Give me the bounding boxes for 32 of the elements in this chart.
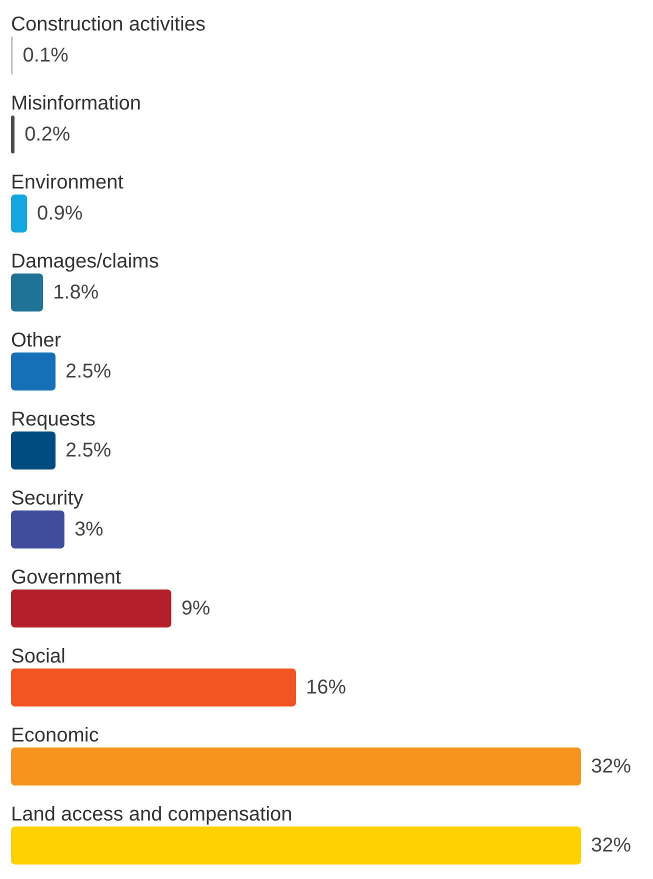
y-tick-label: Requests <box>11 408 96 430</box>
data-label: 16% <box>306 676 346 698</box>
bar <box>11 748 581 786</box>
bar <box>11 668 296 706</box>
data-label: 3% <box>74 518 104 540</box>
y-tick-label: Other <box>11 330 62 352</box>
data-label: 2.5% <box>66 360 112 382</box>
data-label: 32% <box>591 756 632 778</box>
y-tick-label: Construction activities <box>11 14 206 36</box>
bar <box>11 590 172 628</box>
bar <box>11 432 56 470</box>
bar <box>11 352 56 390</box>
data-label: 0.9% <box>37 202 83 224</box>
y-tick-label: Environment <box>11 172 124 194</box>
y-tick-label: Land access and compensation <box>11 804 292 826</box>
bar <box>11 116 15 154</box>
data-label: 1.8% <box>53 282 99 304</box>
bar <box>11 194 28 232</box>
bar <box>11 826 581 864</box>
y-tick-label: Damages/claims <box>11 250 159 272</box>
bar <box>11 510 64 548</box>
y-tick-label: Social <box>11 646 66 668</box>
data-label: 9% <box>181 598 210 620</box>
bar <box>11 274 44 312</box>
data-label: 0.2% <box>24 124 70 146</box>
y-tick-label: Misinformation <box>11 92 142 114</box>
y-tick-label: Government <box>11 566 122 588</box>
y-tick-label: Security <box>11 488 84 510</box>
y-tick-label: Economic <box>11 724 99 746</box>
data-label: 32% <box>591 834 632 856</box>
data-label: 0.1% <box>22 44 69 66</box>
data-label: 2.5% <box>66 440 112 462</box>
